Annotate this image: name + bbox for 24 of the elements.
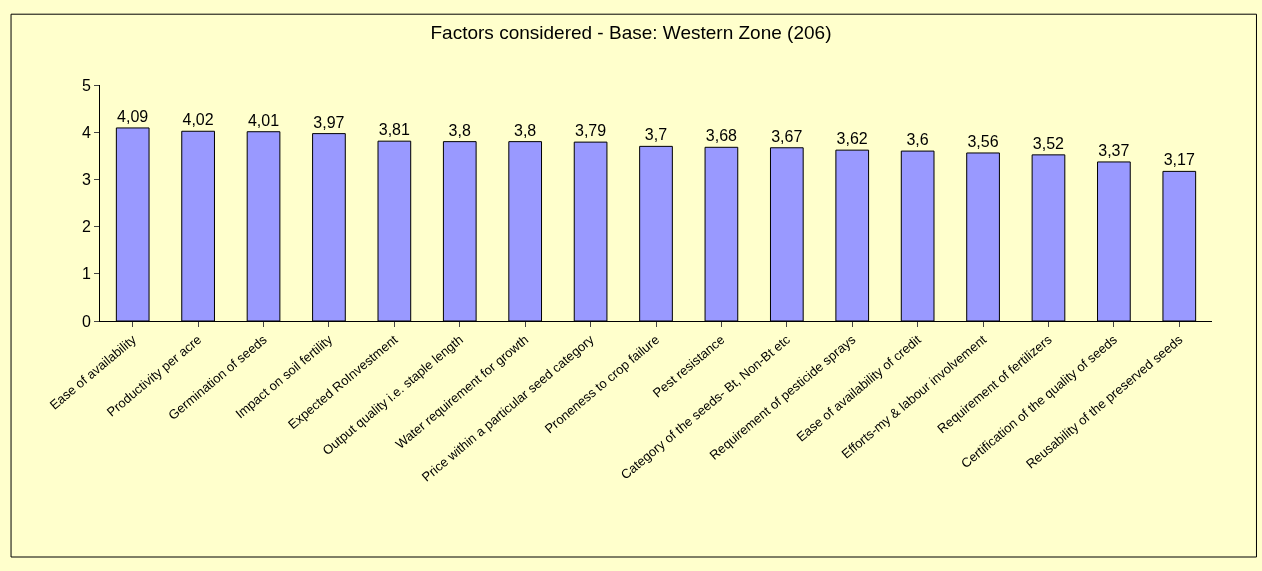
data-label: 3,81	[378, 121, 410, 139]
y-tick-label: 2	[81, 218, 91, 236]
data-label: 4,02	[182, 111, 214, 129]
data-label: 3,6	[906, 131, 929, 149]
data-label: 3,52	[1032, 134, 1065, 152]
data-label: 3,8	[448, 121, 471, 139]
y-tick-label: 3	[81, 171, 91, 188]
chart-title: Factors considered - Base: Western Zone (206)	[430, 21, 832, 43]
data-label: 3,37	[1098, 141, 1130, 159]
data-label: 4,01	[247, 111, 280, 129]
data-label: 3,79	[574, 122, 607, 140]
y-tick-label: 5	[81, 76, 91, 94]
data-label: 3,8	[514, 121, 537, 139]
data-label: 3,97	[313, 113, 345, 131]
y-tick-label: 4	[81, 123, 91, 141]
data-label: 3,7	[644, 126, 668, 144]
data-label: 3,17	[1163, 151, 1195, 169]
y-tick-label: 0	[81, 312, 91, 330]
data-label: 3,62	[836, 130, 868, 148]
data-label: 3,56	[967, 132, 999, 150]
data-label: 3,68	[705, 127, 738, 145]
data-label: 3,67	[771, 127, 803, 145]
data-label: 4,09	[117, 107, 149, 125]
y-tick-label: 1	[81, 265, 91, 283]
